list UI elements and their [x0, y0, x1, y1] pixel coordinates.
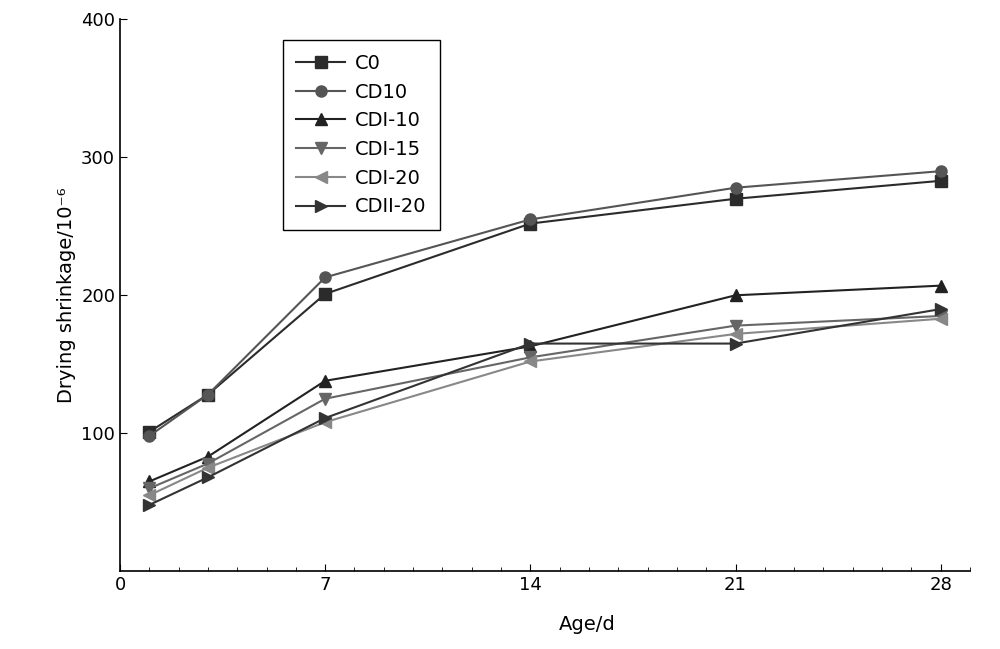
- Y-axis label: Drying shrinkage/10⁻⁶: Drying shrinkage/10⁻⁶: [57, 188, 76, 403]
- CD10: [202, 391, 214, 398]
- X-axis label: Age/d: Age/d: [559, 615, 616, 634]
- CDII-20: [143, 501, 155, 509]
- CD10: [319, 273, 331, 281]
- C0: [143, 428, 155, 435]
- CDII-20: [202, 474, 214, 482]
- CDI-20: [524, 358, 536, 365]
- CDI-20: [730, 330, 742, 337]
- C0: [319, 290, 331, 298]
- Line: CD10: CD10: [144, 165, 946, 441]
- Legend: C0, CD10, CDI-10, CDI-15, CDI-20, CDII-20: C0, CD10, CDI-10, CDI-15, CDI-20, CDII-2…: [283, 40, 440, 230]
- CDI-15: [730, 322, 742, 330]
- CDII-20: [524, 339, 536, 347]
- CDI-10: [143, 478, 155, 485]
- CDI-10: [730, 291, 742, 299]
- CDI-15: [319, 395, 331, 402]
- Line: C0: C0: [144, 175, 946, 437]
- CD10: [935, 167, 947, 175]
- Line: CDII-20: CDII-20: [144, 304, 946, 511]
- CDI-20: [143, 491, 155, 499]
- CDII-20: [319, 414, 331, 422]
- CDI-15: [202, 459, 214, 467]
- CDI-15: [935, 312, 947, 320]
- Line: CDI-20: CDI-20: [144, 313, 946, 501]
- C0: [935, 177, 947, 185]
- CD10: [143, 432, 155, 440]
- Line: CDI-10: CDI-10: [144, 280, 946, 487]
- CDII-20: [730, 339, 742, 347]
- C0: [730, 195, 742, 202]
- CDI-20: [319, 419, 331, 426]
- CDI-20: [202, 464, 214, 472]
- CDI-15: [143, 484, 155, 492]
- C0: [524, 219, 536, 228]
- CDI-10: [524, 343, 536, 350]
- CDI-10: [202, 453, 214, 461]
- CDII-20: [935, 305, 947, 313]
- Line: CDI-15: CDI-15: [144, 310, 946, 494]
- CD10: [524, 215, 536, 223]
- CDI-10: [935, 282, 947, 289]
- CD10: [730, 184, 742, 191]
- C0: [202, 391, 214, 398]
- CDI-10: [319, 377, 331, 385]
- CDI-20: [935, 315, 947, 323]
- CDI-15: [524, 354, 536, 361]
